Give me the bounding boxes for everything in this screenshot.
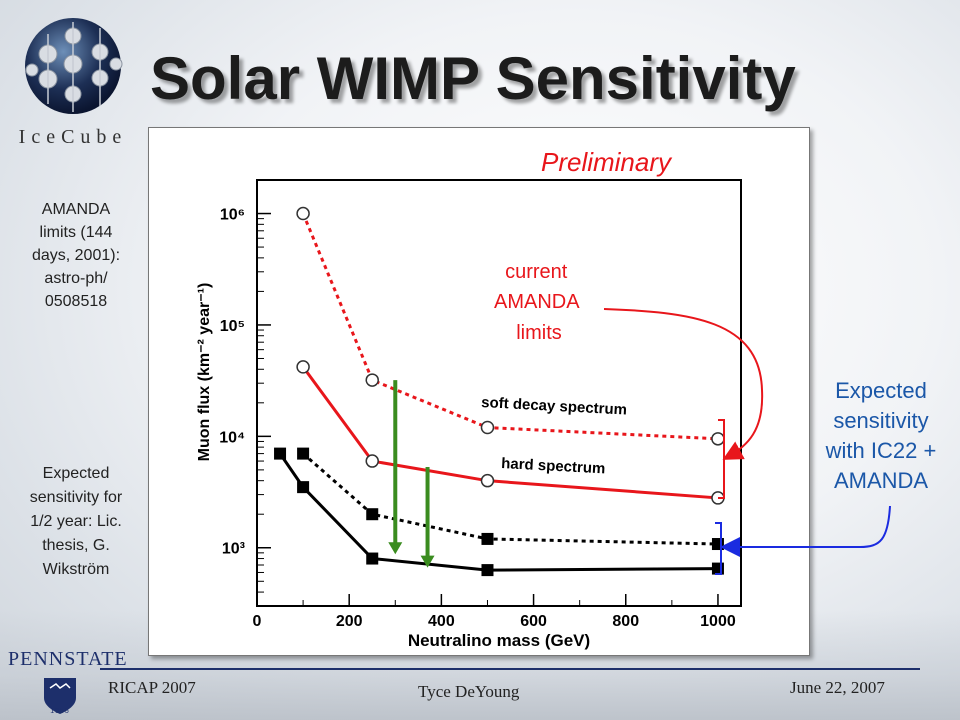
pennstate-wordmark: PENNSTATE xyxy=(8,648,128,670)
data-point xyxy=(480,420,495,435)
note-line: days, 2001): xyxy=(31,247,121,264)
y-tick-label: 10³ xyxy=(222,541,245,558)
label-line: current xyxy=(505,261,568,283)
seal-year: 1855 xyxy=(50,708,70,715)
page-title: Solar WIMP Sensitivity xyxy=(150,45,796,112)
footer-date: June 22, 2007 xyxy=(790,678,885,697)
data-point xyxy=(296,206,310,221)
x-axis-label: Neutralino mass (GeV) xyxy=(408,631,590,650)
data-point xyxy=(481,564,494,577)
pennstate-logo: PENNSTATE 1855 xyxy=(8,648,128,718)
muon-flux-chart: 0 200 400 600 800 1000 10³ 10⁴ 10⁵ 10⁶ Preliminar… xyxy=(196,147,742,650)
data-point xyxy=(711,491,725,505)
note-line: thesis, G. xyxy=(42,537,110,554)
series-line xyxy=(278,452,718,572)
data-point xyxy=(297,447,310,460)
data-point xyxy=(365,373,379,387)
x-tick-label: 400 xyxy=(428,613,455,630)
note-line: AMANDA xyxy=(41,201,111,218)
green-arrowhead xyxy=(420,555,435,568)
current-limits-label: current AMANDA limits xyxy=(494,261,584,344)
y-tick-label: 10⁶ xyxy=(220,207,245,224)
data-point xyxy=(366,552,379,565)
data-point xyxy=(297,481,310,494)
ic22-sensitivity-note: Expected sensitivity with IC22 + AMANDA xyxy=(806,376,956,496)
green-arrowhead xyxy=(388,542,403,555)
footer-divider xyxy=(100,668,920,670)
amanda-limits-note: AMANDA limits (144 days, 2001): astro-ph… xyxy=(14,198,138,313)
x-tick-label: 200 xyxy=(336,613,363,630)
x-tick-label: 0 xyxy=(253,613,262,630)
note-line: sensitivity xyxy=(833,408,929,433)
data-point xyxy=(296,360,310,374)
data-point xyxy=(481,532,494,545)
y-tick-label: 10⁵ xyxy=(220,318,245,335)
y-axis-label: Muon flux (km⁻² year⁻¹) xyxy=(196,283,213,462)
note-line: with IC22 + xyxy=(825,438,937,463)
data-point xyxy=(711,432,725,446)
data-point xyxy=(711,562,724,575)
note-line: 0508518 xyxy=(44,293,108,310)
note-line: Expected xyxy=(42,465,110,482)
data-point xyxy=(365,454,379,468)
data-point xyxy=(480,473,495,488)
note-line: Wikström xyxy=(42,561,110,578)
preliminary-label: Preliminary xyxy=(541,147,673,177)
x-tick-label: 600 xyxy=(520,613,547,630)
icecube-wordmark: IceCube xyxy=(18,126,128,148)
note-line: astro-ph/ xyxy=(44,270,108,287)
soft-spectrum-label: soft decay spectrum xyxy=(481,394,628,419)
icecube-logo: IceCube xyxy=(18,14,128,154)
chart-panel: 0 200 400 600 800 1000 10³ 10⁴ 10⁵ 10⁶ Preliminar… xyxy=(148,127,810,656)
series-line xyxy=(301,212,719,441)
data-point xyxy=(711,538,724,551)
footer-author: Tyce DeYoung xyxy=(418,682,520,701)
x-tick-label: 800 xyxy=(612,613,639,630)
plot-frame xyxy=(256,179,742,607)
x-tick-label: 1000 xyxy=(700,613,736,630)
hard-spectrum-label: hard spectrum xyxy=(501,455,606,477)
series-line xyxy=(301,366,719,500)
data-point xyxy=(366,508,379,521)
note-line: 1/2 year: Lic. xyxy=(30,513,122,530)
expected-sensitivity-note: Expected sensitivity for 1/2 year: Lic. … xyxy=(6,462,146,582)
icecube-globe-icon xyxy=(25,18,123,114)
note-line: sensitivity for xyxy=(29,489,123,506)
y-tick-label: 10⁴ xyxy=(219,429,245,446)
label-line: AMANDA xyxy=(494,291,580,313)
note-line: AMANDA xyxy=(833,468,929,493)
note-line: limits (144 xyxy=(39,224,113,241)
shield-icon xyxy=(44,678,76,714)
footer-conference: RICAP 2007 xyxy=(108,678,196,697)
data-point xyxy=(274,447,287,460)
note-line: Expected xyxy=(835,378,927,403)
label-line: limits xyxy=(516,322,562,344)
